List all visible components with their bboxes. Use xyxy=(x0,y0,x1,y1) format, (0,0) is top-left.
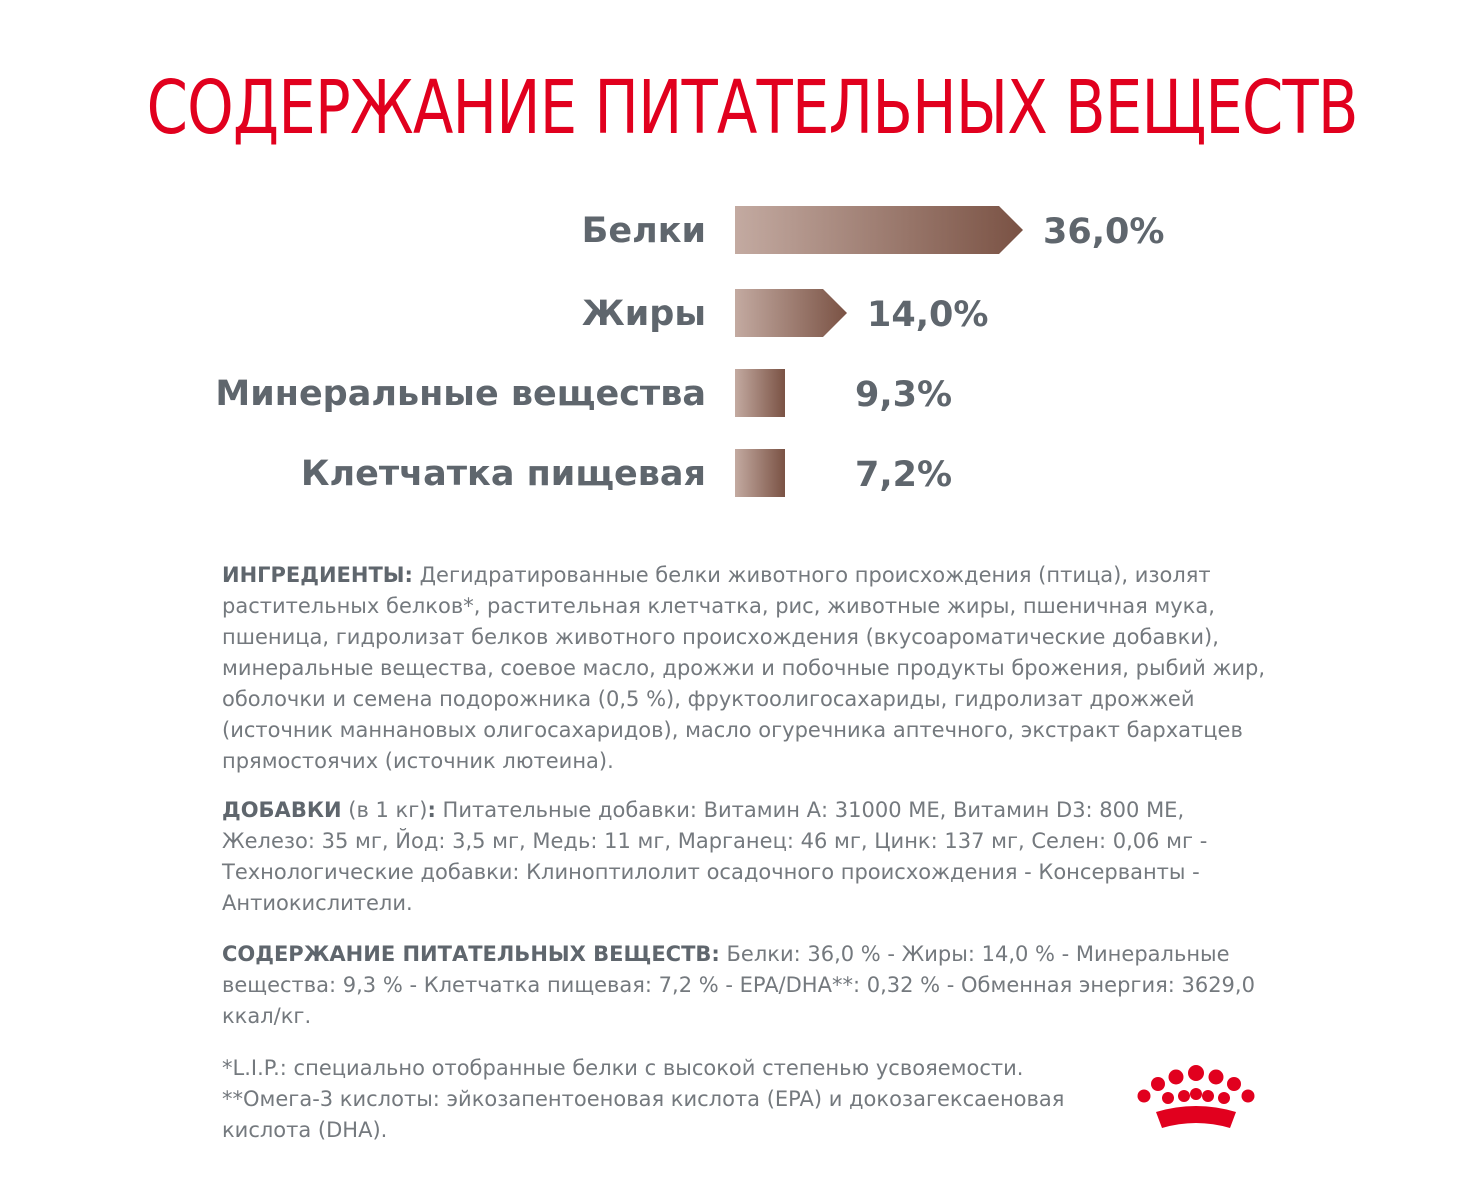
crown-dot xyxy=(1188,1065,1204,1081)
crown-dot xyxy=(1227,1077,1241,1091)
crown-dot xyxy=(1190,1088,1202,1100)
bar xyxy=(735,206,1023,254)
bar-label: Белки xyxy=(582,211,706,251)
additives-block: ДОБАВКИ (в 1 кг): Питательные добавки: В… xyxy=(222,795,1272,919)
ingredients-text: Дегидратированные белки животного происх… xyxy=(222,563,1266,773)
additives-heading: ДОБАВКИ xyxy=(222,798,342,822)
nutrients-heading: СОДЕРЖАНИЕ ПИТАТЕЛЬНЫХ ВЕЩЕСТВ: xyxy=(222,942,720,966)
bar-label: Минеральные вещества xyxy=(215,374,706,414)
additives-text: Питательные добавки: Витамин А: 31000 МЕ… xyxy=(222,798,1208,915)
additives-colon: : xyxy=(427,798,436,822)
bar-value-label: 7,2% xyxy=(855,455,952,495)
bar-value-label: 14,0% xyxy=(867,295,988,335)
crown-dot xyxy=(1241,1089,1255,1103)
crown-band xyxy=(1156,1106,1236,1128)
bar xyxy=(735,449,785,497)
crown-dot xyxy=(1208,1069,1224,1085)
footnote-lip: *L.I.P.: специально отобранные белки с в… xyxy=(222,1056,1024,1080)
crown-dot xyxy=(1178,1090,1190,1102)
additives-qualifier: (в 1 кг) xyxy=(348,798,428,822)
crown-dot xyxy=(1162,1092,1174,1104)
bar xyxy=(735,369,785,417)
bar-label: Жиры xyxy=(582,294,706,334)
nutrient-bar-chart: Белки 36,0% Жиры 14,0% Минеральные вещества 9… xyxy=(215,206,1164,497)
crown-dot xyxy=(1218,1092,1230,1104)
page-title: СОДЕРЖАНИЕ ПИТАТЕЛЬНЫХ ВЕЩЕСТВ xyxy=(146,65,1359,151)
bar xyxy=(735,289,847,337)
crown-dot xyxy=(1151,1077,1165,1091)
footnote-omega: **Омега-3 кислоты: эйкозапентоеновая кис… xyxy=(222,1087,1065,1142)
crown-dot xyxy=(1168,1069,1184,1085)
bar-value-label: 9,3% xyxy=(855,375,952,415)
ingredients-heading: ИНГРЕДИЕНТЫ: xyxy=(222,563,413,587)
nutrients-block: СОДЕРЖАНИЕ ПИТАТЕЛЬНЫХ ВЕЩЕСТВ: Белки: 3… xyxy=(222,939,1272,1032)
royal-canin-crown-icon xyxy=(1137,1065,1255,1128)
bar-label: Клетчатка пищевая xyxy=(301,454,706,494)
nutrients-text: Белки: 36,0 % - Жиры: 14,0 % - Минеральн… xyxy=(222,942,1255,1028)
ingredients-block: ИНГРЕДИЕНТЫ: Дегидратированные белки жив… xyxy=(222,560,1272,777)
crown-dot xyxy=(1202,1090,1214,1102)
crown-dot xyxy=(1137,1089,1151,1103)
bar-value-label: 36,0% xyxy=(1043,212,1164,252)
